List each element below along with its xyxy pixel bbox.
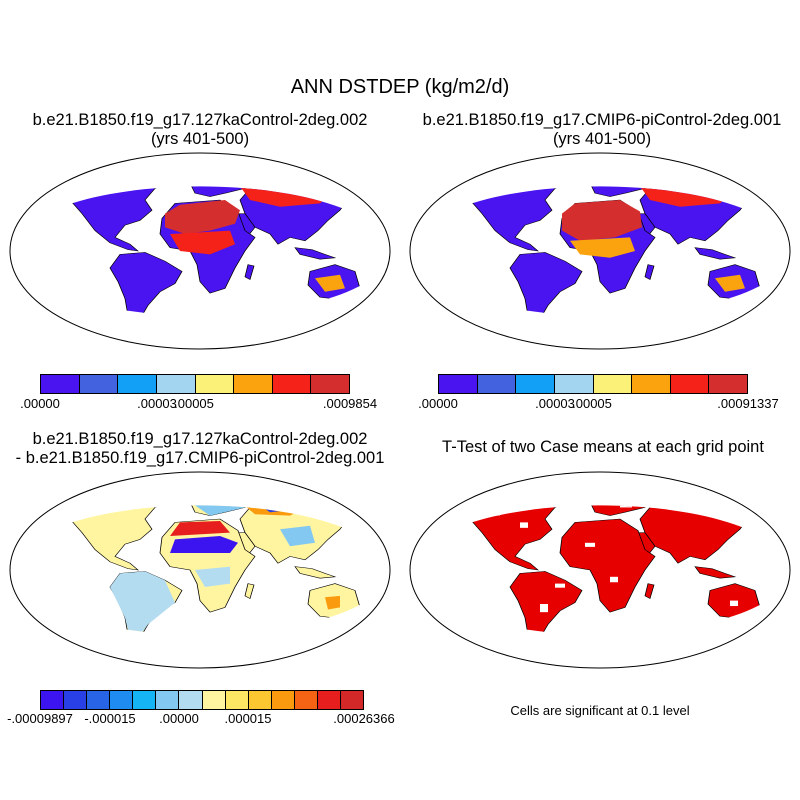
colorbar-tick-label: .00003 xyxy=(137,396,177,411)
colorbar-panel-2 xyxy=(438,374,748,394)
colorbar-swatch xyxy=(632,375,671,393)
sahel xyxy=(570,237,635,258)
colorbar-swatch xyxy=(341,691,364,709)
india-negative xyxy=(280,525,315,547)
colorbar-swatch xyxy=(64,691,88,709)
map-panel-2 xyxy=(409,152,791,350)
colorbar-tick-label: -.00009897 xyxy=(7,711,73,726)
panel-1-title: b.e21.B1850.f19_g17.127kaControl-2deg.00… xyxy=(10,111,390,149)
panel-1-title-line1: b.e21.B1850.f19_g17.127kaControl-2deg.00… xyxy=(32,111,368,129)
colorbar-swatch xyxy=(179,691,203,709)
colorbar-swatch xyxy=(271,691,295,709)
colorbar-swatch xyxy=(41,691,65,709)
colorbar-tick-label: .00026366 xyxy=(333,711,395,726)
colorbar-tick-label: .00000 xyxy=(418,396,458,411)
panel-2-title-line1: b.e21.B1850.f19_g17.CMIP6-piControl-2deg… xyxy=(422,111,782,129)
colorbar-tick-label: -.000015 xyxy=(84,711,136,726)
south-america-negative xyxy=(110,571,175,635)
colorbar-swatch xyxy=(225,691,249,709)
colorbar-swatch xyxy=(133,691,157,709)
sahel-strong-negative xyxy=(170,536,238,553)
colorbar-swatch xyxy=(156,375,196,393)
panel-3-title: b.e21.B1850.f19_g17.127kaControl-2deg.00… xyxy=(0,430,400,468)
europe-negative xyxy=(190,505,245,516)
panel-4-title: T-Test of two Case means at each grid po… xyxy=(442,438,764,456)
figure-title: ANN DSTDEP (kg/m2/d) xyxy=(290,76,510,98)
colorbar-tick-label: .0009854 xyxy=(322,396,378,411)
colorbar-tick-label: .00000 xyxy=(159,711,199,726)
panel-2-title-line2: (yrs 401-500) xyxy=(552,130,652,148)
panel-3-title-line1: b.e21.B1850.f19_g17.127kaControl-2deg.00… xyxy=(32,430,368,448)
colorbar-tick-label: .00091337 xyxy=(717,396,779,411)
panel-1-title-line2: (yrs 401-500) xyxy=(150,130,250,148)
sahara-high xyxy=(562,200,642,241)
colorbar-tick-label: .000015 xyxy=(224,711,272,726)
map-panel-1 xyxy=(9,152,391,350)
colorbar-swatch xyxy=(311,375,349,393)
significance-note: Cells are significant at 0.1 level xyxy=(510,703,690,718)
colorbar-swatch xyxy=(156,691,180,709)
colorbar-swatch xyxy=(516,375,555,393)
sahara-high xyxy=(165,200,240,234)
panel-3-title-line2: - b.e21.B1850.f19_g17.CMIP6-piControl-2d… xyxy=(15,449,385,467)
australia-dust xyxy=(715,274,745,292)
colorbar-swatch xyxy=(248,691,272,709)
colorbar-swatch xyxy=(87,691,111,709)
colorbar-swatch xyxy=(554,375,594,393)
australia-positive xyxy=(325,595,340,610)
central-africa-negative xyxy=(195,566,230,587)
colorbar-swatch xyxy=(272,375,312,393)
colorbar-swatch xyxy=(593,375,633,393)
colorbar-tick-label: .00005 xyxy=(572,396,612,411)
colorbar-swatch xyxy=(234,375,273,393)
colorbar-panel-3 xyxy=(40,690,364,710)
colorbar-swatch xyxy=(110,691,134,709)
colorbar-tick-label: .00005 xyxy=(174,396,214,411)
colorbar-panel-1 xyxy=(40,374,350,394)
colorbar-swatch xyxy=(317,691,342,709)
colorbar-swatch xyxy=(118,375,157,393)
sahel xyxy=(170,230,235,255)
colorbar-swatch xyxy=(195,375,235,393)
colorbar-swatch xyxy=(41,375,80,393)
colorbar-swatch xyxy=(79,375,119,393)
colorbar-swatch xyxy=(709,375,747,393)
colorbar-tick-label: .00003 xyxy=(535,396,575,411)
map-panel-3 xyxy=(9,471,391,669)
colorbar-swatch xyxy=(477,375,517,393)
sahara-positive xyxy=(170,521,230,536)
australia-dust xyxy=(315,274,345,292)
map-panel-4 xyxy=(409,471,791,669)
panel-2-title: b.e21.B1850.f19_g17.CMIP6-piControl-2deg… xyxy=(406,111,798,149)
colorbar-swatch xyxy=(294,691,318,709)
colorbar-swatch xyxy=(439,375,478,393)
colorbar-swatch xyxy=(202,691,226,709)
colorbar-tick-label: .00000 xyxy=(20,396,60,411)
colorbar-swatch xyxy=(670,375,710,393)
